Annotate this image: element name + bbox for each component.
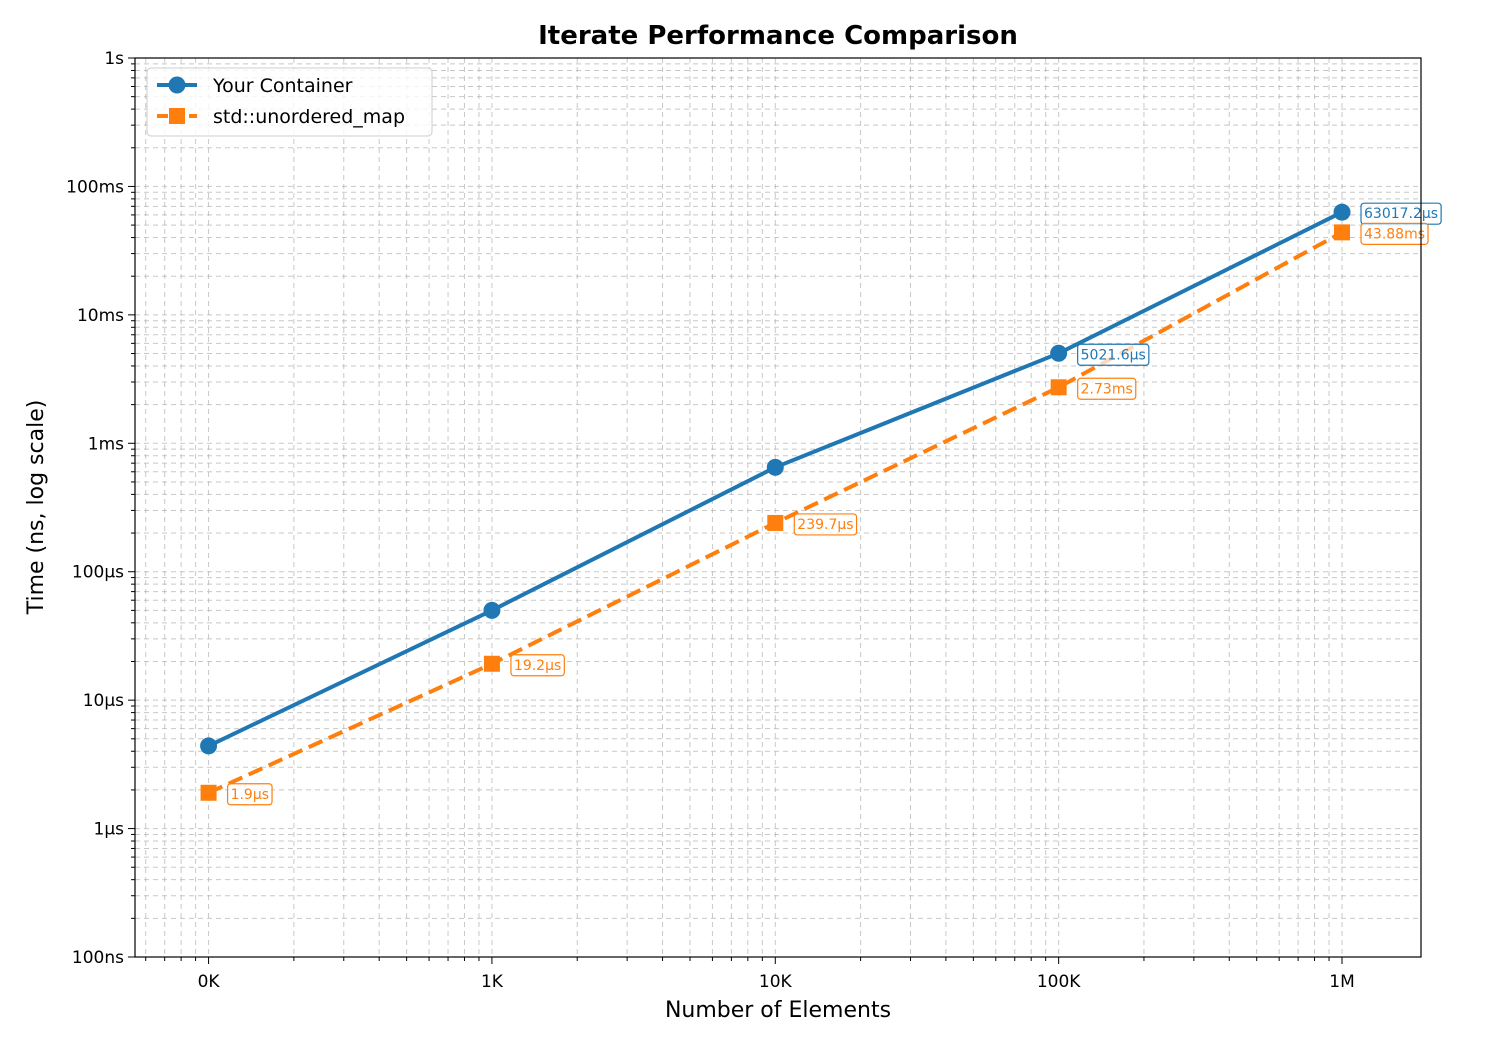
data-point: [1334, 224, 1351, 241]
data-label-text: 63017.2µs: [1364, 206, 1438, 222]
plot-frame: [134, 57, 1422, 958]
data-label-box: [510, 654, 565, 677]
data-point: [1050, 344, 1068, 362]
x-tick-label: 1K: [481, 972, 504, 992]
annotations: 5021.6µs 63017.2µs 1.9µs 19.2µs 239.7µs 2.73m…: [226, 202, 1442, 806]
legend-box: [146, 67, 433, 137]
data-label-text: 2.73ms: [1081, 381, 1133, 397]
data-label: 239.7µs: [793, 513, 858, 536]
data-point: [483, 601, 501, 619]
data-label-box: [1077, 343, 1150, 366]
data-point: [1333, 203, 1351, 221]
legend-label: Your Container: [212, 75, 353, 97]
y-axis-label: Time (ns, log scale): [24, 400, 49, 616]
x-axis-label: Number of Elements: [665, 998, 891, 1023]
y-tick-label: 10ms: [77, 306, 124, 326]
data-label-box: [1077, 377, 1137, 400]
data-label: 5021.6µs: [1077, 343, 1150, 366]
data-label-text: 239.7µs: [797, 517, 853, 533]
y-tick-label: 100µs: [72, 563, 124, 583]
x-tick-label: 0K: [198, 972, 221, 992]
legend-label: std::unordered_map: [213, 106, 405, 128]
data-point: [766, 458, 784, 476]
data-point: [200, 737, 218, 755]
chart-title: Iterate Performance Comparison: [538, 21, 1018, 51]
data-label-text: 19.2µs: [514, 658, 561, 674]
y-tick-label: 10µs: [83, 691, 124, 711]
y-tick-label: 1µs: [94, 820, 125, 840]
x-tick-label: 10K: [759, 972, 793, 992]
data-label-text: 1.9µs: [231, 787, 269, 803]
data-label-box: [1360, 222, 1429, 245]
data-point: [1050, 379, 1067, 396]
series-layer: [200, 203, 1351, 801]
data-point: [200, 784, 217, 801]
legend-marker: [168, 76, 186, 94]
grid: [135, 57, 1421, 958]
data-label: 43.88ms: [1360, 222, 1429, 245]
x-tick-label: 100K: [1037, 972, 1081, 992]
y-tick-label: 1s: [104, 49, 124, 69]
data-label: 2.73ms: [1077, 377, 1137, 400]
x-tick-label: 1M: [1329, 972, 1354, 992]
data-label: 1.9µs: [226, 783, 273, 806]
data-label-box: [226, 783, 273, 806]
data-label-text: 43.88ms: [1364, 226, 1425, 242]
data-label: 63017.2µs: [1360, 202, 1442, 225]
legend-marker: [169, 108, 185, 124]
y-tick-label: 1ms: [88, 434, 124, 454]
y-tick-label: 100ns: [72, 948, 124, 968]
data-point: [483, 655, 500, 672]
data-label-text: 5021.6µs: [1081, 347, 1146, 363]
y-tick-label: 100ms: [66, 177, 124, 197]
ticks: 0K 1K 10K 100K 1M 100ns 1µs 10µs 100µs 1ms 10ms 100…: [66, 49, 1355, 992]
data-label: 19.2µs: [510, 654, 565, 677]
data-label-box: [793, 513, 858, 536]
data-point: [767, 514, 784, 531]
